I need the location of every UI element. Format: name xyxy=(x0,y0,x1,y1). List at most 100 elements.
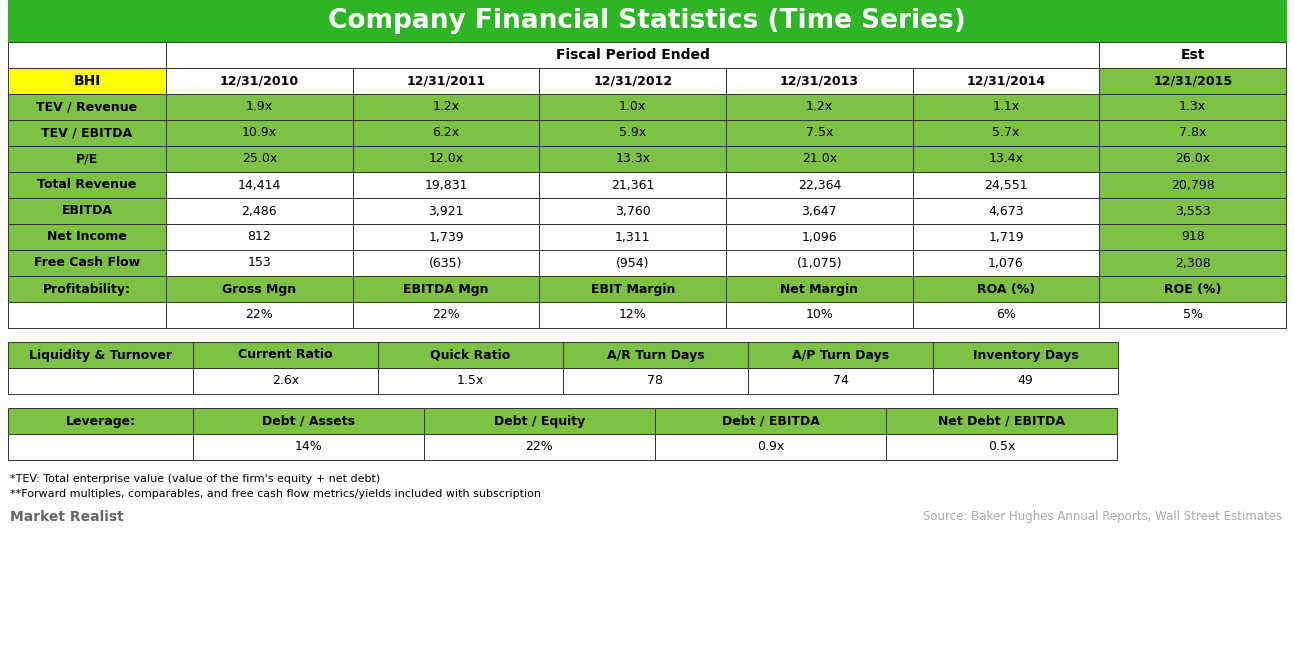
Text: 4,673: 4,673 xyxy=(989,204,1024,218)
Text: 1.2x: 1.2x xyxy=(806,100,833,113)
Bar xyxy=(1100,250,1286,276)
Text: 10%: 10% xyxy=(805,308,833,322)
Bar xyxy=(912,250,1100,276)
Text: 22%: 22% xyxy=(525,440,554,454)
Bar xyxy=(166,146,353,172)
Text: EBIT Margin: EBIT Margin xyxy=(590,283,675,295)
Text: 22%: 22% xyxy=(246,308,273,322)
Text: TEV / EBITDA: TEV / EBITDA xyxy=(41,127,132,139)
Bar xyxy=(540,198,726,224)
Text: Fiscal Period Ended: Fiscal Period Ended xyxy=(556,48,709,62)
Text: 5.9x: 5.9x xyxy=(619,127,646,139)
Bar xyxy=(166,120,353,146)
Bar xyxy=(8,0,1286,42)
Bar xyxy=(912,172,1100,198)
Bar xyxy=(8,120,166,146)
Bar xyxy=(1100,224,1286,250)
Bar xyxy=(886,408,1117,434)
Bar xyxy=(912,146,1100,172)
Text: 13.3x: 13.3x xyxy=(615,153,650,165)
Bar xyxy=(933,368,1118,394)
Text: 3,760: 3,760 xyxy=(615,204,651,218)
Bar xyxy=(912,224,1100,250)
Text: Total Revenue: Total Revenue xyxy=(38,178,137,192)
Text: 1.1x: 1.1x xyxy=(992,100,1020,113)
Text: Market Realist: Market Realist xyxy=(10,510,124,524)
Bar xyxy=(748,368,933,394)
Bar xyxy=(912,276,1100,302)
Bar xyxy=(912,198,1100,224)
Bar xyxy=(166,198,353,224)
Bar xyxy=(1100,172,1286,198)
Bar xyxy=(166,68,353,94)
Text: P/E: P/E xyxy=(76,153,98,165)
Bar xyxy=(353,224,540,250)
Bar xyxy=(726,146,912,172)
Text: 20,798: 20,798 xyxy=(1171,178,1215,192)
Text: Debt / EBITDA: Debt / EBITDA xyxy=(722,415,819,427)
Text: ROE (%): ROE (%) xyxy=(1165,283,1222,295)
Text: 1,739: 1,739 xyxy=(428,230,463,243)
Text: 0.9x: 0.9x xyxy=(757,440,784,454)
Text: A/R Turn Days: A/R Turn Days xyxy=(607,348,704,362)
Text: *TEV: Total enterprise value (value of the firm's equity + net debt): *TEV: Total enterprise value (value of t… xyxy=(10,474,380,484)
Bar xyxy=(353,250,540,276)
Bar xyxy=(726,250,912,276)
Text: 812: 812 xyxy=(247,230,272,243)
Bar xyxy=(378,368,563,394)
Text: Company Financial Statistics (Time Series): Company Financial Statistics (Time Serie… xyxy=(329,8,965,34)
Bar xyxy=(655,408,886,434)
Bar xyxy=(166,172,353,198)
Bar xyxy=(8,250,166,276)
Bar xyxy=(193,434,424,460)
Text: (1,075): (1,075) xyxy=(797,257,842,269)
Bar xyxy=(378,342,563,368)
Text: 1.9x: 1.9x xyxy=(246,100,273,113)
Bar xyxy=(1100,146,1286,172)
Bar xyxy=(540,146,726,172)
Bar xyxy=(1100,120,1286,146)
Text: Net Debt / EBITDA: Net Debt / EBITDA xyxy=(938,415,1065,427)
Bar xyxy=(912,302,1100,328)
Text: 1,719: 1,719 xyxy=(989,230,1024,243)
Text: 5.7x: 5.7x xyxy=(992,127,1020,139)
Text: 5%: 5% xyxy=(1183,308,1202,322)
Text: EBITDA Mgn: EBITDA Mgn xyxy=(404,283,489,295)
Text: 19,831: 19,831 xyxy=(424,178,468,192)
Text: Source: Baker Hughes Annual Reports, Wall Street Estimates: Source: Baker Hughes Annual Reports, Wal… xyxy=(923,510,1282,523)
Text: 12/31/2015: 12/31/2015 xyxy=(1153,74,1232,88)
Text: 13.4x: 13.4x xyxy=(989,153,1024,165)
Text: Gross Mgn: Gross Mgn xyxy=(223,283,296,295)
Text: 153: 153 xyxy=(247,257,272,269)
Bar xyxy=(353,120,540,146)
Text: BHI: BHI xyxy=(74,74,101,88)
Text: 12/31/2011: 12/31/2011 xyxy=(406,74,485,88)
Text: 918: 918 xyxy=(1181,230,1205,243)
Text: 1.2x: 1.2x xyxy=(432,100,459,113)
Bar xyxy=(1100,42,1286,68)
Bar xyxy=(166,224,353,250)
Text: 7.8x: 7.8x xyxy=(1179,127,1206,139)
Bar xyxy=(424,434,655,460)
Bar xyxy=(540,94,726,120)
Text: ROA (%): ROA (%) xyxy=(977,283,1035,295)
Bar xyxy=(8,94,166,120)
Bar xyxy=(1100,94,1286,120)
Bar xyxy=(8,42,166,68)
Bar xyxy=(726,198,912,224)
Text: A/P Turn Days: A/P Turn Days xyxy=(792,348,889,362)
Bar xyxy=(8,408,193,434)
Bar xyxy=(912,94,1100,120)
Text: 24,551: 24,551 xyxy=(985,178,1027,192)
Bar xyxy=(726,302,912,328)
Text: 12/31/2013: 12/31/2013 xyxy=(780,74,859,88)
Bar xyxy=(353,146,540,172)
Bar xyxy=(540,276,726,302)
Bar xyxy=(8,68,166,94)
Bar xyxy=(166,94,353,120)
Text: 3,647: 3,647 xyxy=(801,204,837,218)
Text: Debt / Equity: Debt / Equity xyxy=(494,415,585,427)
Bar xyxy=(540,68,726,94)
Bar xyxy=(8,146,166,172)
Bar xyxy=(726,94,912,120)
